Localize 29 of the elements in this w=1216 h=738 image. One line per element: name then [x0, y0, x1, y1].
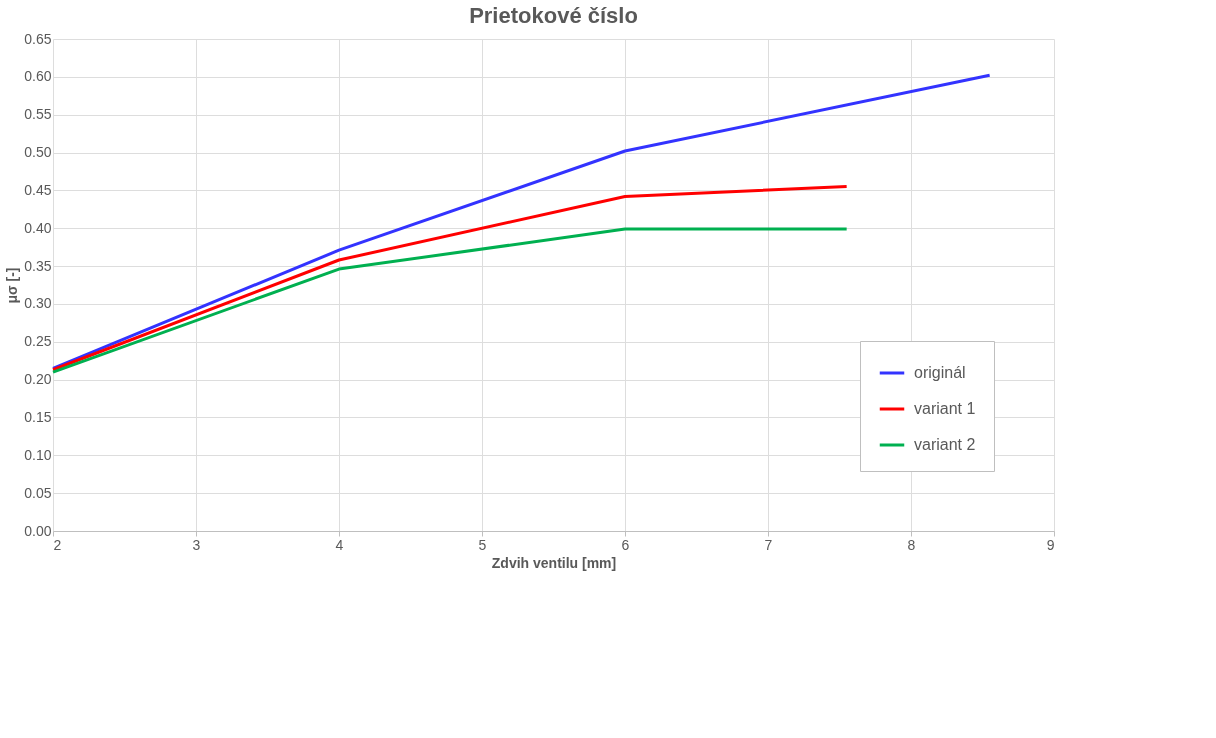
line-series: [51, 185, 849, 372]
x-tick-label: 2: [53, 536, 62, 553]
y-tick-label: 0.30: [24, 295, 52, 312]
x-tick-label: 9: [1046, 536, 1055, 553]
y-tick-label: 0.35: [24, 257, 52, 274]
y-tick-label: 0.50: [24, 144, 52, 161]
y-tick-label: 0.45: [24, 181, 52, 198]
y-tick-label: 0.65: [24, 30, 52, 47]
y-axis-title: μσ [-]: [4, 267, 21, 304]
y-tick-label: 0.55: [24, 106, 52, 123]
y-tick-label: 0.10: [24, 446, 52, 463]
legend-label: variant 2: [914, 436, 976, 453]
x-tick-label: 4: [335, 536, 344, 553]
y-tick-label: 0.05: [24, 484, 52, 501]
x-tick-label: 7: [764, 536, 773, 553]
y-tick-label: 0.20: [24, 371, 52, 388]
y-tick-label: 0.60: [24, 68, 52, 85]
y-tick-label: 0.40: [24, 219, 52, 236]
chart-title: Prietokové číslo: [469, 3, 638, 28]
y-tick-label: 0.15: [24, 408, 52, 425]
x-tick-label: 3: [192, 536, 201, 553]
legend-label: variant 1: [914, 400, 976, 417]
x-tick-label: 6: [621, 536, 630, 553]
y-tick-label: 0.00: [24, 522, 52, 539]
legend-label: originál: [914, 364, 966, 381]
x-tick-label: 5: [478, 536, 487, 553]
y-tick-label: 0.25: [24, 333, 52, 350]
x-tick-label: 8: [907, 536, 916, 553]
x-axis-title: Zdvih ventilu [mm]: [491, 554, 617, 571]
